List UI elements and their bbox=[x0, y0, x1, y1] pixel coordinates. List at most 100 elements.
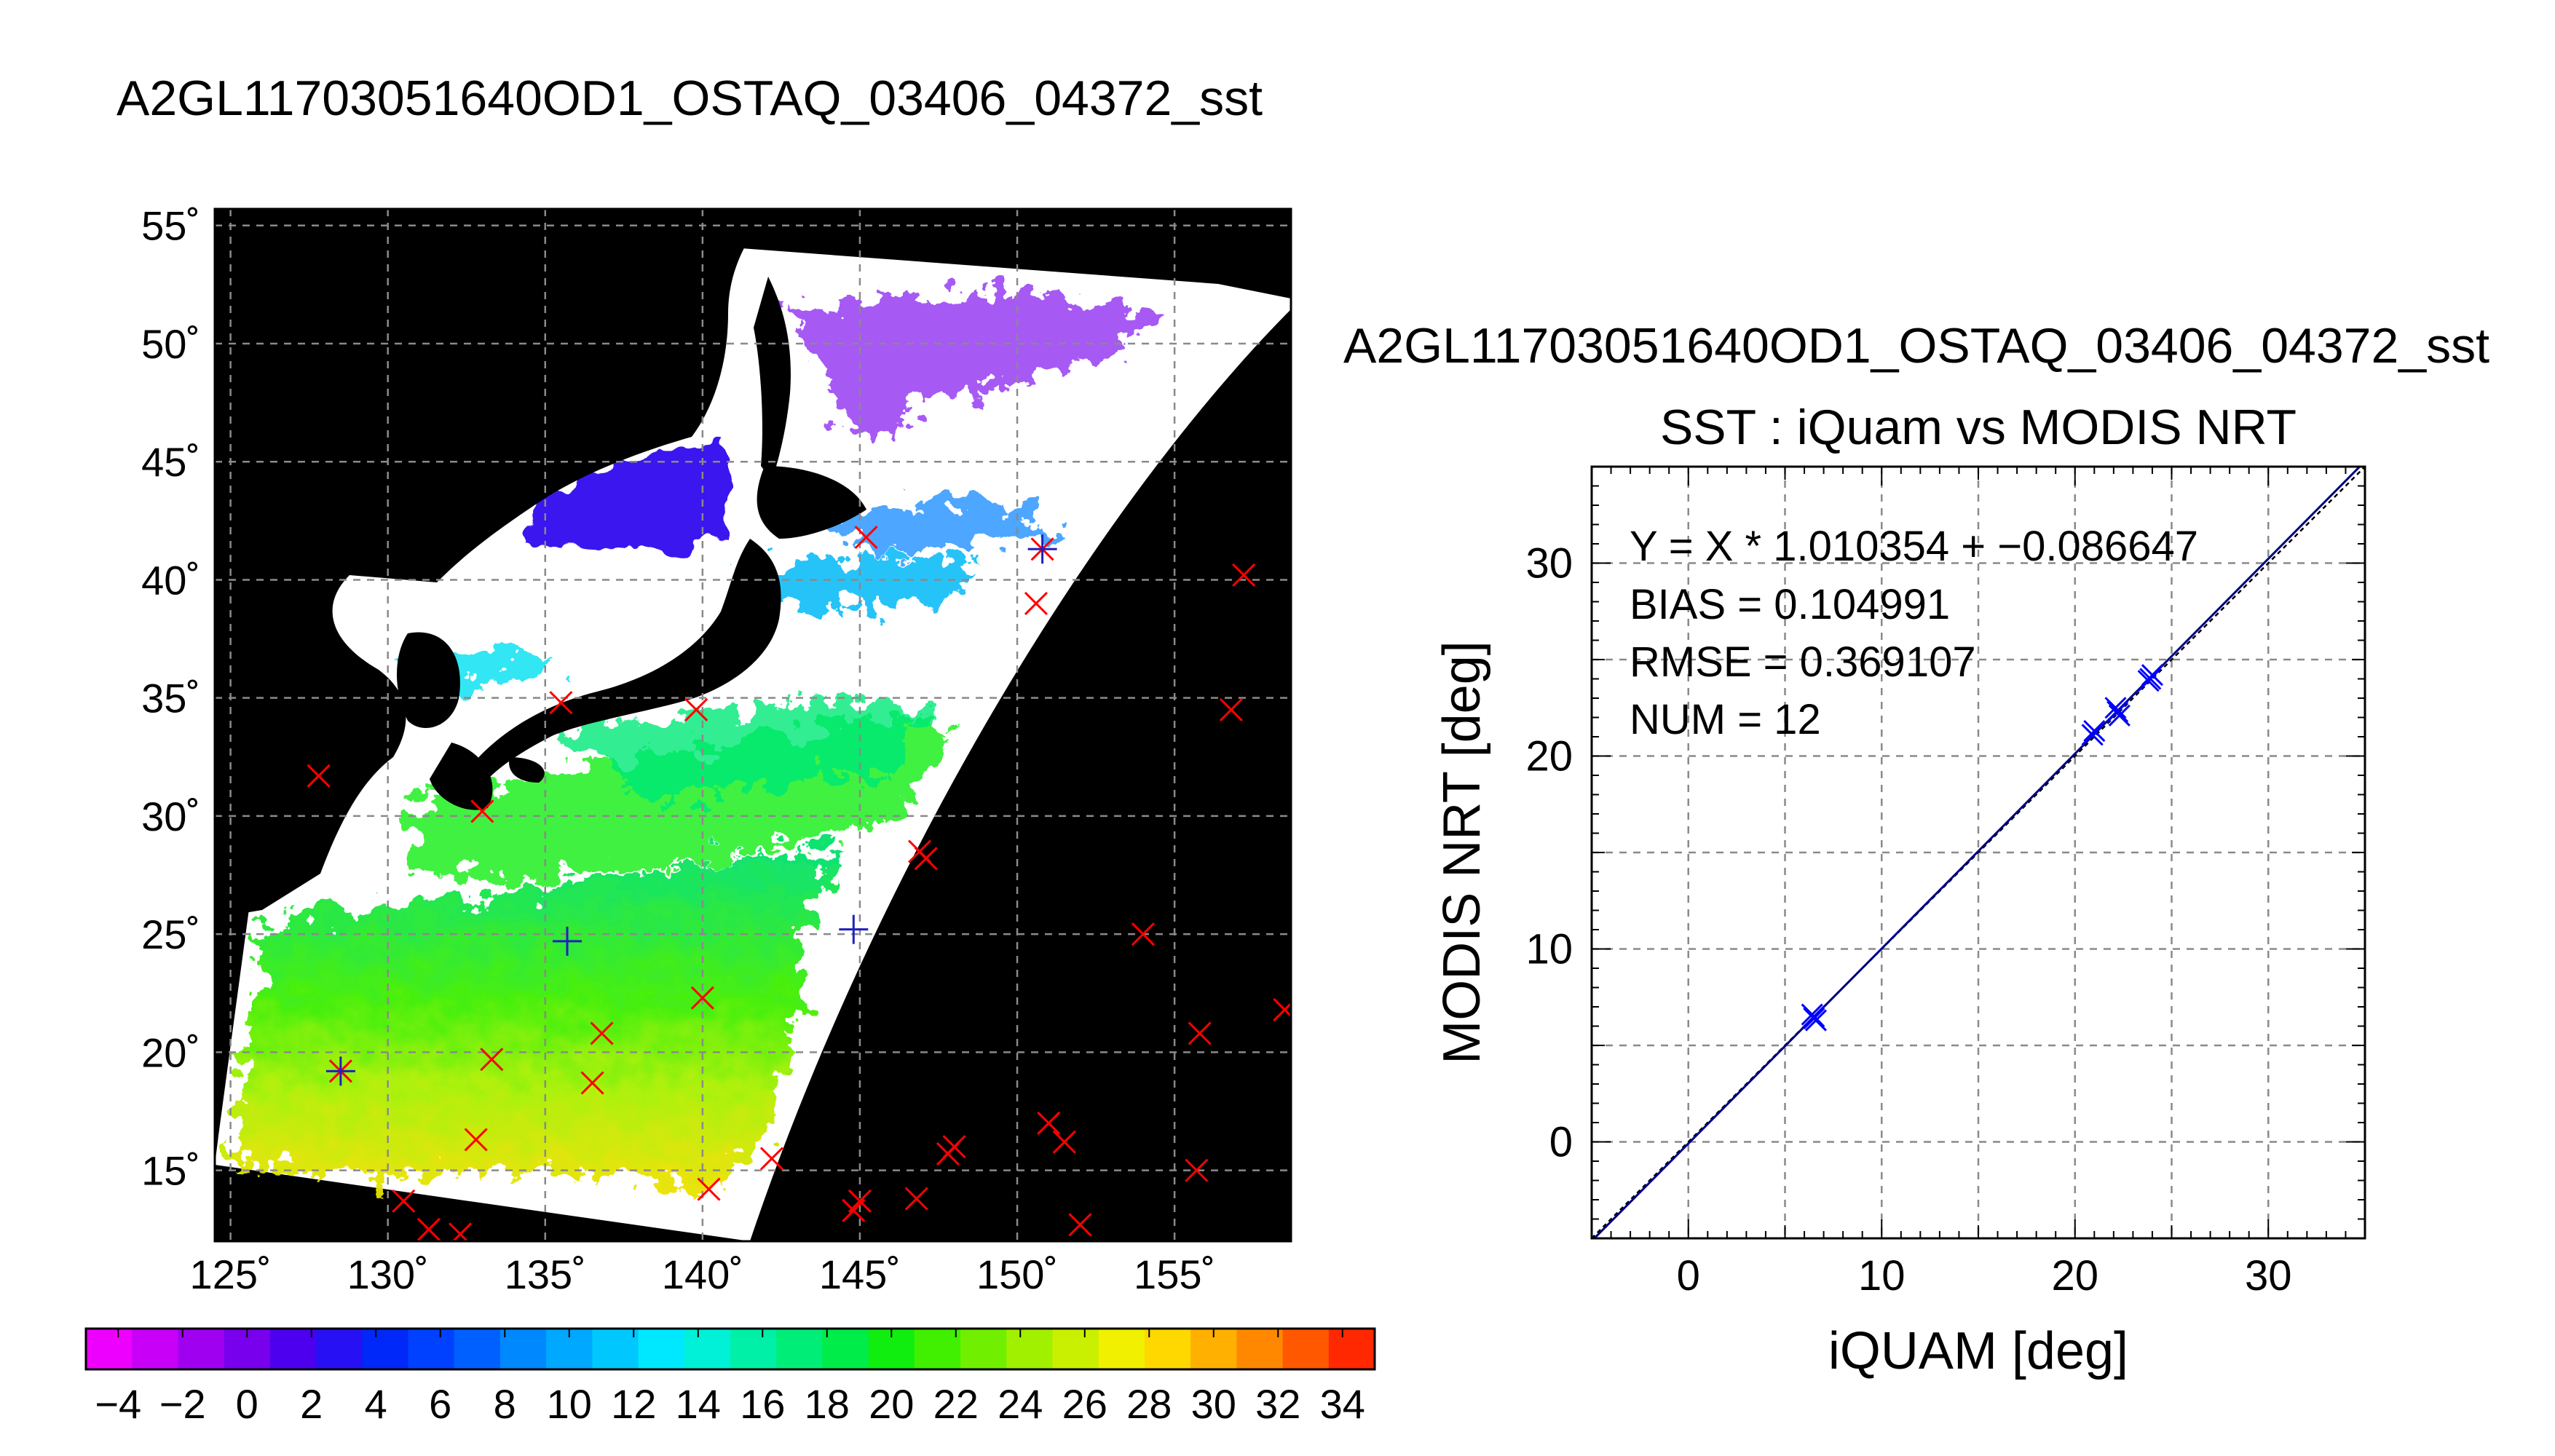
colorbar-swatch bbox=[1328, 1329, 1375, 1369]
iquam-marker bbox=[697, 1177, 721, 1201]
colorbar-swatch bbox=[1052, 1329, 1099, 1369]
map-lat-tick-label: 25˚ bbox=[141, 911, 200, 957]
matched-marker bbox=[553, 926, 583, 956]
map-lat-tick-label: 45˚ bbox=[141, 439, 200, 485]
colorbar-tick-label: 0 bbox=[236, 1381, 258, 1427]
colorbar-swatch bbox=[914, 1329, 961, 1369]
colorbar-swatch bbox=[86, 1329, 133, 1369]
iquam-marker bbox=[580, 1071, 604, 1095]
iquam-marker bbox=[848, 1189, 872, 1213]
scatter-point bbox=[2104, 697, 2127, 719]
iquam-marker bbox=[590, 1021, 614, 1045]
scatter-point bbox=[2106, 700, 2129, 723]
colorbar-tick-label: −4 bbox=[95, 1381, 141, 1427]
colorbar-tick-label: 6 bbox=[429, 1381, 451, 1427]
scatter-title-line2: SST : iQuam vs MODIS NRT bbox=[1660, 400, 2297, 455]
scatter-point bbox=[2108, 704, 2131, 727]
colorbar-swatch bbox=[776, 1329, 824, 1369]
map-lat-tick-label: 40˚ bbox=[141, 557, 200, 603]
map-grid bbox=[215, 209, 1291, 1241]
x-tick-label: 0 bbox=[1677, 1252, 1700, 1299]
y-tick-label: 30 bbox=[1525, 540, 1573, 587]
iquam-markers bbox=[307, 525, 1291, 1241]
scatter-point bbox=[2081, 724, 2104, 746]
colorbar-tick-label: 8 bbox=[494, 1381, 516, 1427]
colorbar-frame bbox=[84, 1327, 1376, 1371]
scatter-ticks: 0 10 20 30 0 10 20 30 bbox=[1525, 466, 2366, 1299]
sst-pixels bbox=[233, 291, 1165, 1194]
colorbar-swatch bbox=[1144, 1329, 1191, 1369]
colorbar-swatch bbox=[454, 1329, 501, 1369]
x-axis-label: iQUAM [deg] bbox=[1828, 1322, 2128, 1380]
map-lat-tick-label: 55˚ bbox=[141, 203, 200, 249]
iquam-marker bbox=[904, 1187, 928, 1211]
map-lat-tick-label: 30˚ bbox=[141, 794, 200, 839]
stats-num: NUM = 12 bbox=[1630, 696, 1821, 743]
y-tick-label: 20 bbox=[1525, 733, 1573, 780]
colorbar-swatch bbox=[316, 1329, 363, 1369]
colorbar-swatch bbox=[178, 1329, 225, 1369]
colorbar-tick-labels: −4 −2 0 2 4 6 8 10 12 14 16 18 20 22 24 26 28 30 32 34 bbox=[95, 1329, 1365, 1427]
matched-marker bbox=[1027, 534, 1057, 564]
stats-rmse: RMSE = 0.369107 bbox=[1630, 638, 1976, 686]
map-title: A2GL11703051640OD1_OSTAQ_03406_04372_sst bbox=[117, 71, 1263, 126]
y-tick-label: 0 bbox=[1549, 1119, 1573, 1166]
stats-bias: BIAS = 0.104991 bbox=[1630, 581, 1950, 628]
colorbar-swatch bbox=[1098, 1329, 1145, 1369]
colorbar-tick-label: 18 bbox=[805, 1381, 850, 1427]
map-lon-tick-label: 130˚ bbox=[347, 1251, 429, 1297]
y-tick-label: 10 bbox=[1525, 926, 1573, 973]
map-panel: 125˚ 130˚ 135˚ 140˚ 145˚ 150˚ 155˚ 55˚ 50˚ 45˚ 40… bbox=[141, 203, 1292, 1297]
iquam-marker bbox=[392, 1189, 416, 1213]
colorbar-swatch bbox=[592, 1329, 639, 1369]
map-lat-tick-label: 15˚ bbox=[141, 1148, 200, 1194]
iquam-marker bbox=[1131, 922, 1155, 946]
colorbar-tick-label: 16 bbox=[740, 1381, 785, 1427]
colorbar-swatch bbox=[960, 1329, 1007, 1369]
scatter-points bbox=[1801, 664, 2164, 1032]
scatter-point bbox=[1801, 1003, 1823, 1026]
colorbar-swatch bbox=[269, 1329, 317, 1369]
colorbar-swatch bbox=[1282, 1329, 1330, 1369]
x-tick-label: 20 bbox=[2051, 1252, 2098, 1299]
map-lon-tick-label: 155˚ bbox=[1134, 1251, 1215, 1297]
colorbar-tick-label: 24 bbox=[998, 1381, 1043, 1427]
scatter-panel: 0 10 20 30 0 10 20 30 Y = X * 1.010354 + −0.086… bbox=[1433, 465, 2366, 1380]
colorbar-tick-label: 20 bbox=[869, 1381, 914, 1427]
iquam-marker bbox=[690, 986, 714, 1010]
colorbar-tick-label: 10 bbox=[547, 1381, 592, 1427]
colorbar-tick-label: 14 bbox=[676, 1381, 721, 1427]
iquam-marker bbox=[1219, 697, 1243, 721]
sea-of-japan-sst bbox=[524, 444, 728, 550]
colorbar-tick-label: 26 bbox=[1062, 1381, 1107, 1427]
colorbar-tick-label: 30 bbox=[1191, 1381, 1236, 1427]
iquam-marker bbox=[470, 799, 494, 823]
colorbar: −4 −2 0 2 4 6 8 10 12 14 16 18 20 22 24 26 28 30 32 34 bbox=[84, 1327, 1376, 1427]
x-tick-label: 10 bbox=[1858, 1252, 1906, 1299]
iquam-marker bbox=[1232, 563, 1256, 587]
iquam-marker bbox=[854, 525, 878, 550]
map-frame bbox=[213, 207, 1292, 1243]
scatter-grid bbox=[1592, 467, 2365, 1238]
y-axis-label: MODIS NRT [deg] bbox=[1433, 641, 1491, 1064]
colorbar-swatch bbox=[362, 1329, 409, 1369]
scatter-title-line1: A2GL11703051640OD1_OSTAQ_03406_04372_sst bbox=[1343, 318, 2489, 373]
colorbar-tick-label: 34 bbox=[1320, 1381, 1365, 1427]
map-lon-tick-labels: 125˚ 130˚ 135˚ 140˚ 145˚ 150˚ 155˚ bbox=[190, 1251, 1216, 1297]
map-lon-tick-label: 145˚ bbox=[819, 1251, 901, 1297]
colorbar-tick-label: 2 bbox=[300, 1381, 323, 1427]
colorbar-tick-label: 32 bbox=[1255, 1381, 1300, 1427]
map-lat-tick-label: 35˚ bbox=[141, 676, 200, 721]
colorbar-tick-label: 4 bbox=[365, 1381, 387, 1427]
colorbar-swatch bbox=[499, 1329, 547, 1369]
colorbar-tick-label: 28 bbox=[1126, 1381, 1172, 1427]
outside-swath-east bbox=[750, 309, 1291, 1241]
map-lon-tick-label: 150˚ bbox=[976, 1251, 1058, 1297]
colorbar-tick-label: −2 bbox=[159, 1381, 206, 1427]
colorbar-swatch bbox=[684, 1329, 731, 1369]
map-lat-tick-label: 50˚ bbox=[141, 321, 200, 367]
iquam-marker bbox=[416, 1217, 441, 1241]
colorbar-swatch bbox=[1236, 1329, 1284, 1369]
scatter-point bbox=[2141, 664, 2164, 687]
colorbar-swatch bbox=[1006, 1329, 1054, 1369]
